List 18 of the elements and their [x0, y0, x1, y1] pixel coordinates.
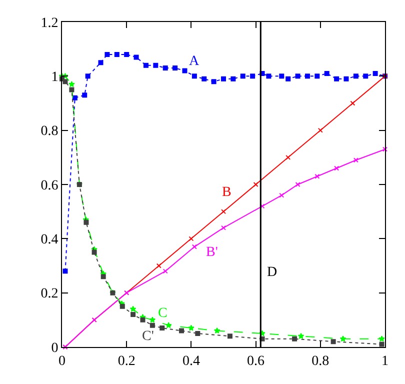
y-tick-label: 0.8 — [40, 124, 58, 140]
x-tick-label: 0.6 — [247, 354, 265, 369]
series-label: C — [158, 306, 168, 321]
series-label: C' — [142, 329, 154, 344]
y-tick-label: 1 — [51, 70, 58, 86]
x-tick-label: 1 — [382, 354, 388, 369]
series-label: B' — [206, 245, 218, 260]
y-tick-label: 0.4 — [40, 232, 58, 248]
y-tick-label: 0.6 — [40, 178, 58, 194]
y-tick-label: 1.2 — [40, 16, 58, 31]
x-tick-label: 0.4 — [182, 354, 200, 369]
ref-line-label: D — [267, 265, 278, 280]
y-tick-label: 0.2 — [40, 286, 58, 302]
y-tick-label: 0 — [51, 340, 58, 356]
x-tick-label: 0.2 — [118, 354, 136, 369]
series-label: A — [189, 54, 200, 69]
x-tick-label: 0.8 — [312, 354, 330, 369]
series-label: B — [222, 185, 232, 200]
